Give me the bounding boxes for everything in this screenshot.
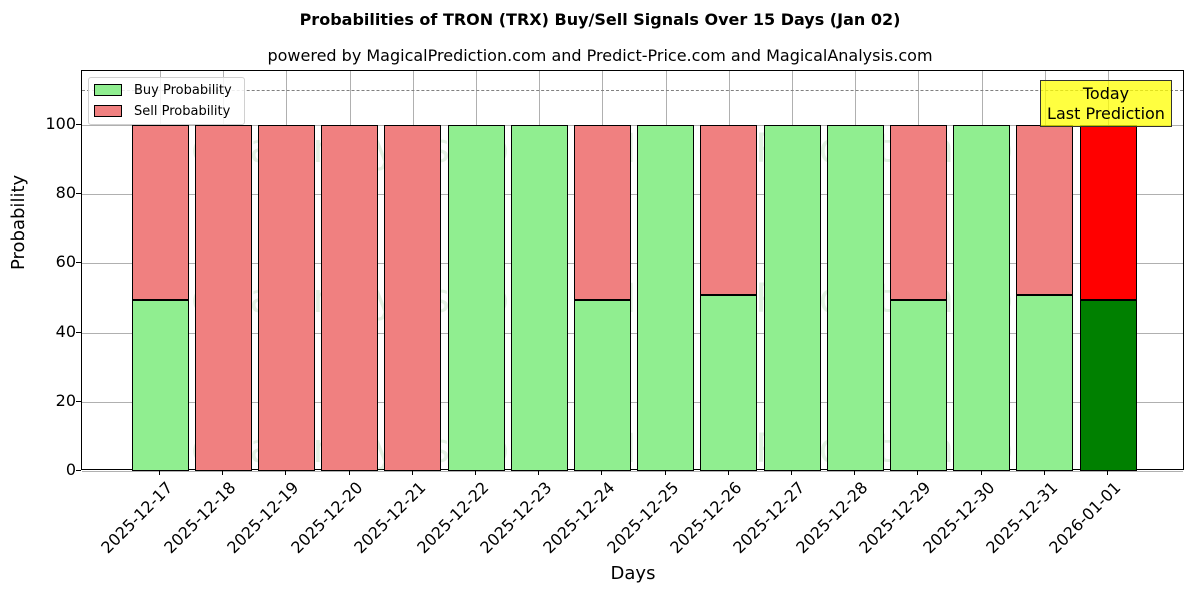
today-annotation: Today Last Prediction	[1040, 80, 1172, 127]
y-tick-label: 80	[55, 183, 76, 203]
y-tick-label: 0	[65, 460, 76, 479]
bar-sell	[194, 125, 252, 471]
grid-line-h	[82, 194, 1183, 196]
grid-line-h	[82, 332, 1183, 334]
plot-area: MagicalAnalysis.comMagicalPrediction.com…	[81, 70, 1184, 472]
bar-sell	[1079, 125, 1137, 301]
bar-sell	[1016, 125, 1074, 295]
x-tick-mark	[411, 470, 413, 475]
grid-line-h	[82, 471, 1183, 472]
bar-buy	[573, 300, 631, 471]
x-tick-mark	[917, 470, 919, 475]
y-tick-label: 20	[55, 390, 76, 410]
bar-sell	[257, 125, 315, 471]
x-tick-mark	[980, 470, 982, 475]
x-tick-mark	[727, 470, 729, 475]
y-tick-mark	[76, 124, 81, 125]
x-axis-label: Days	[610, 563, 656, 584]
x-tick-mark	[1107, 470, 1108, 475]
x-tick-mark	[222, 470, 224, 475]
sell-swatch-icon	[94, 105, 122, 117]
y-tick-label: 100	[45, 114, 76, 133]
y-tick-mark	[76, 193, 81, 195]
y-tick-mark	[76, 400, 81, 402]
x-tick-mark	[348, 470, 350, 475]
bar-sell	[573, 125, 631, 301]
legend-label-buy: Buy Probability	[134, 82, 232, 98]
x-tick-mark	[159, 470, 160, 475]
bar-buy	[510, 125, 568, 471]
x-tick-mark	[791, 470, 792, 475]
bar-sell	[131, 125, 189, 301]
legend-item-sell: Sell Probability	[94, 102, 230, 120]
y-axis-label: Probability	[8, 174, 29, 270]
legend: Buy Probability Sell Probability	[88, 77, 245, 125]
y-tick-mark	[76, 470, 81, 471]
grid-line-h	[82, 263, 1183, 265]
y-tick-label: 60	[55, 252, 76, 272]
legend-label-sell: Sell Probability	[134, 103, 231, 119]
bar-buy	[131, 300, 189, 471]
y-tick-label: 40	[55, 321, 76, 341]
chart-subtitle: powered by MagicalPrediction.com and Pre…	[267, 46, 933, 65]
y-tick-mark	[76, 262, 81, 264]
bar-buy	[889, 300, 947, 471]
bar-sell	[700, 125, 758, 295]
bar-buy	[700, 294, 758, 471]
x-tick-mark	[664, 470, 666, 475]
x-tick-mark	[601, 470, 603, 475]
bar-sell	[384, 125, 442, 471]
bar-buy	[1079, 300, 1137, 471]
reference-line	[82, 90, 1183, 92]
x-tick-mark	[854, 470, 856, 475]
bar-buy	[637, 125, 695, 471]
bar-buy	[763, 125, 821, 471]
bar-buy	[447, 125, 505, 471]
buy-swatch-icon	[94, 84, 122, 96]
grid-line-h	[82, 401, 1183, 403]
bar-buy	[1016, 294, 1074, 471]
bar-buy	[953, 125, 1011, 471]
bar-buy	[826, 125, 884, 471]
x-tick-mark	[1043, 470, 1045, 475]
annotation-line1: Today	[1082, 84, 1130, 103]
y-tick-mark	[76, 331, 81, 333]
annotation-line2: Last Prediction	[1047, 104, 1165, 123]
legend-item-buy: Buy Probability	[94, 81, 232, 99]
chart-title: Probabilities of TRON (TRX) Buy/Sell Sig…	[299, 10, 901, 29]
x-tick-mark	[475, 470, 476, 475]
x-tick-mark	[285, 470, 287, 475]
grid-line-h	[82, 125, 1183, 126]
bar-sell	[321, 125, 379, 471]
x-tick-mark	[538, 470, 540, 475]
bar-sell	[889, 125, 947, 301]
